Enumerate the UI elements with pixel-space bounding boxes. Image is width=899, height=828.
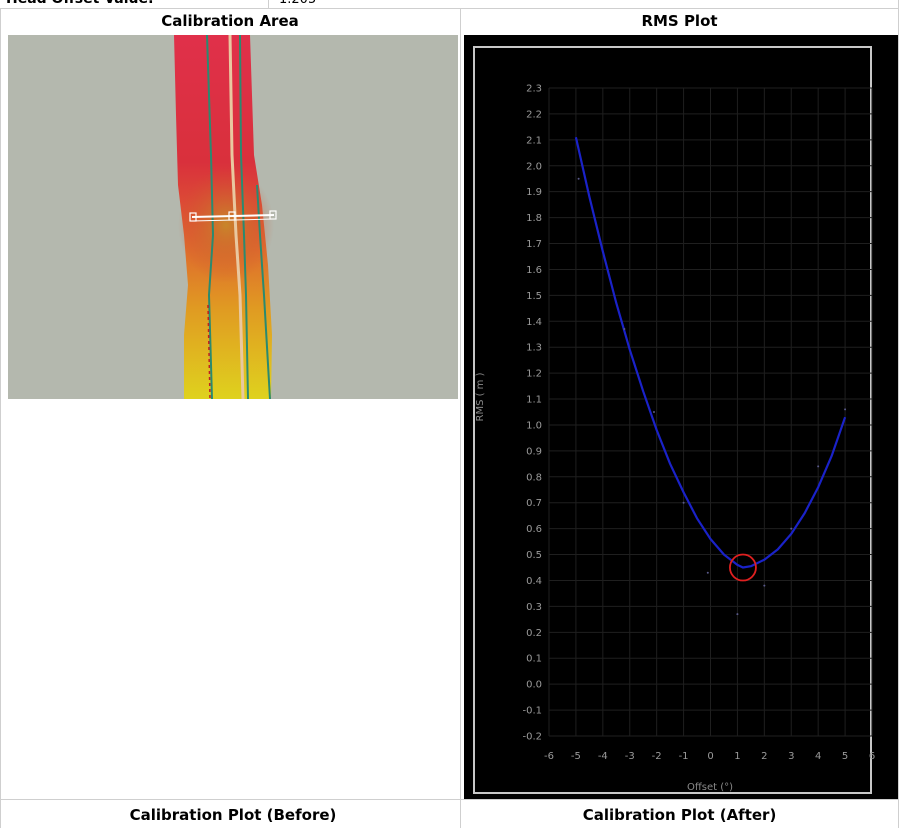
x-tick-label: 1 [734, 751, 740, 762]
y-tick-label: 0.8 [526, 472, 542, 483]
head-offset-row: Head Offset Value: 1.205 [0, 0, 899, 8]
y-tick-label: 0.4 [526, 576, 542, 587]
y-tick-label: 1.3 [526, 343, 542, 354]
rms-sample-point [706, 571, 709, 574]
calibration-area-image [8, 35, 458, 399]
y-axis-label: RMS ( m ) [475, 372, 486, 421]
calibration-table: Calibration Area RMS Plot Calibration Pl… [0, 8, 899, 828]
rms-sample-point [790, 527, 793, 530]
y-tick-label: 0.5 [526, 550, 542, 561]
table-top-border [0, 8, 899, 9]
rms-sample-point [844, 408, 847, 411]
y-tick-label: 0.9 [526, 446, 542, 457]
calibration-plot-after-header: Calibration Plot (After) [582, 806, 777, 824]
y-tick-label: 0.1 [526, 654, 542, 665]
y-tick-label: 1.9 [526, 187, 542, 198]
y-tick-label: 1.7 [526, 239, 542, 250]
calibration-area-header: Calibration Area [161, 12, 299, 30]
x-tick-label: -4 [598, 751, 608, 762]
x-tick-label: -2 [652, 751, 662, 762]
x-tick-label: -3 [625, 751, 635, 762]
x-tick-label: 5 [842, 751, 848, 762]
rms-plot-chart: -0.2 -0.1 0.0 0.1 0.2 0.3 0.4 0.5 0.6 0.7 0.8 0.9 1.… [473, 46, 875, 794]
x-tick-label: 3 [788, 751, 794, 762]
y-tick-label: 0.2 [526, 628, 542, 639]
table-column-divider [460, 8, 461, 828]
x-tick-label: -6 [544, 751, 554, 762]
rms-plot-panel: -0.2 -0.1 0.0 0.1 0.2 0.3 0.4 0.5 0.6 0.7 0.8 0.9 1.… [464, 35, 898, 799]
minimum-marker [729, 553, 757, 582]
plot-frame [473, 46, 872, 794]
y-tick-label: 1.5 [526, 291, 542, 302]
x-tick-label: 2 [761, 751, 767, 762]
rms-sample-point [623, 328, 626, 331]
rms-curve [574, 136, 847, 569]
y-tick-label: 0.6 [526, 524, 542, 535]
y-tick-label: -0.2 [522, 732, 542, 743]
rms-plot-header: RMS Plot [641, 12, 718, 30]
rms-sample-point [817, 465, 820, 468]
y-tick-label: 1.2 [526, 369, 542, 380]
y-tick-label: 1.1 [526, 395, 542, 406]
head-offset-label: Head Offset Value: [6, 0, 268, 8]
x-tick-label: 6 [869, 751, 875, 762]
calibration-plot-before-header: Calibration Plot (Before) [129, 806, 337, 824]
rms-sample-point [577, 177, 580, 180]
table-row-divider [0, 799, 899, 800]
x-tick-label: 4 [815, 751, 821, 762]
y-tick-label: 1.8 [526, 213, 542, 224]
y-tick-label: 1.4 [526, 317, 542, 328]
head-offset-value: 1.205 [268, 0, 899, 8]
calibration-line-tool[interactable] [189, 210, 277, 222]
y-tick-label: 0.7 [526, 498, 542, 509]
y-tick-label: 2.1 [526, 135, 542, 146]
y-tick-label: -0.1 [522, 706, 542, 717]
rms-sample-point [736, 613, 739, 616]
y-tick-label: 2.0 [526, 161, 542, 172]
rms-sample-point [763, 584, 766, 587]
y-tick-label: 2.3 [526, 84, 542, 95]
x-tick-label: -5 [571, 751, 581, 762]
x-axis-label: Offset (°) [687, 782, 733, 793]
y-tick-label: 1.0 [526, 420, 542, 431]
y-tick-label: 2.2 [526, 109, 542, 120]
x-tick-label: 0 [707, 751, 713, 762]
rms-sample-point [652, 411, 655, 413]
y-tick-label: 0.0 [526, 680, 542, 691]
rms-sample-point [682, 501, 685, 504]
y-tick-label: 0.3 [526, 602, 542, 613]
x-tick-label: -1 [679, 751, 689, 762]
y-tick-label: 1.6 [526, 265, 542, 276]
table-left-border [0, 8, 1, 828]
